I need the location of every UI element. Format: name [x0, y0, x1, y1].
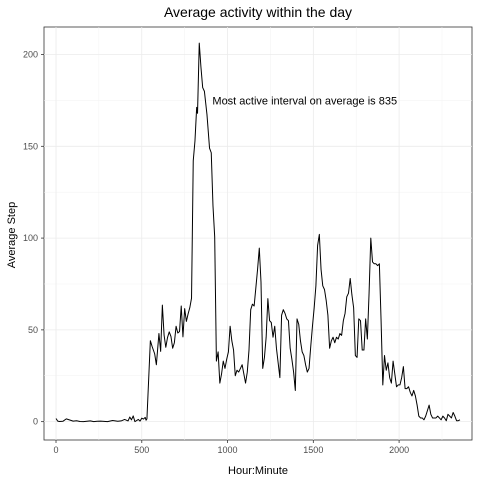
- y-tick-label: 200: [23, 50, 38, 60]
- x-tick-label: 1500: [303, 445, 323, 455]
- y-tick-label: 50: [28, 325, 38, 335]
- major-gridlines: [44, 27, 472, 440]
- x-tick-label: 500: [134, 445, 149, 455]
- y-axis-title: Average Step: [6, 202, 18, 268]
- x-tick-label: 2000: [389, 445, 409, 455]
- x-axis-title: Hour:Minute: [228, 465, 288, 477]
- y-tick-label: 100: [23, 233, 38, 243]
- y-axis: 0 50 100 150 200: [23, 50, 44, 427]
- chart-title: Average activity within the day: [164, 4, 352, 20]
- panel-border: [43, 26, 473, 441]
- most-active-annotation: Most active interval on average is 835: [212, 95, 397, 107]
- y-tick-label: 0: [33, 417, 38, 427]
- x-tick-label: 0: [54, 445, 59, 455]
- minor-gridlines: [44, 27, 472, 440]
- y-tick-label: 150: [23, 141, 38, 151]
- series-line-average-steps: [55, 42, 461, 423]
- x-axis: 0 500 1000 1500 2000: [54, 440, 409, 455]
- plot-panel: Most active interval on average is 835: [43, 26, 473, 441]
- x-tick-label: 1000: [218, 445, 238, 455]
